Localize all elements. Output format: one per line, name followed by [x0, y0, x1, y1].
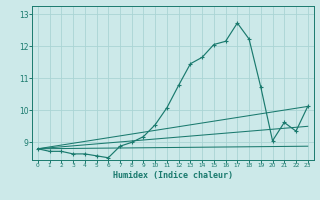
X-axis label: Humidex (Indice chaleur): Humidex (Indice chaleur) — [113, 171, 233, 180]
